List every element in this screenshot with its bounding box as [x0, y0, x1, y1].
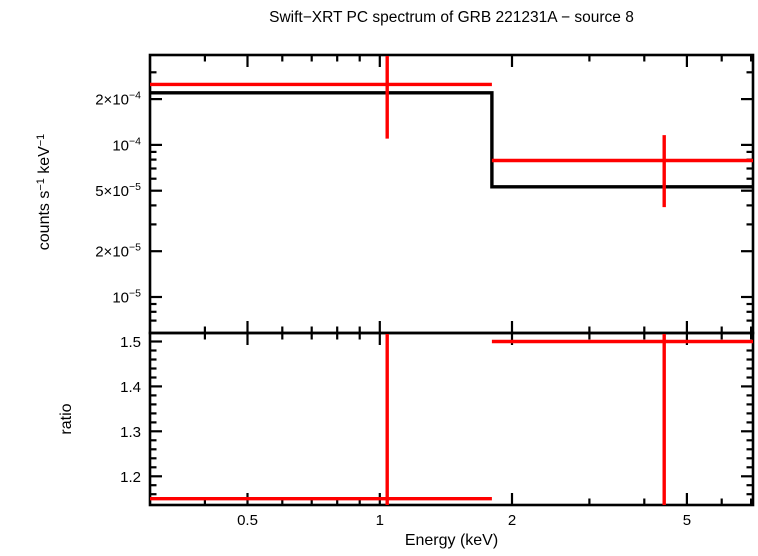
top-y-tick-label: 2×10−4	[95, 90, 141, 109]
bottom-y-tick-label: 1.4	[120, 379, 141, 396]
x-axis-label: Energy (keV)	[404, 532, 499, 549]
model-step-line	[150, 91, 753, 189]
top-y-tick-label: 10−5	[112, 288, 141, 307]
bottom-panel-y-ticks	[151, 340, 752, 496]
top-y-tick-label: 10−4	[112, 135, 141, 154]
bottom-panel-frame	[148, 331, 755, 507]
bottom-y-tick-label: 1.2	[120, 469, 141, 486]
ratio-data-points	[150, 334, 753, 505]
x-tick-label: 2	[508, 512, 516, 529]
top-y-tick-label: 5×10−5	[95, 181, 141, 200]
top-panel-y-ticks	[151, 71, 752, 322]
x-axis-ticks	[203, 56, 753, 504]
spectrum-data-points	[150, 56, 753, 208]
chart-title: Swift−XRT PC spectrum of GRB 221231A − s…	[269, 9, 634, 26]
top-y-tick-label: 2×10−5	[95, 242, 141, 261]
x-tick-label: 1	[376, 512, 384, 529]
bottom-y-tick-label: 1.5	[120, 334, 141, 351]
x-tick-label: 5	[683, 512, 691, 529]
bottom-y-tick-label: 1.3	[120, 424, 141, 441]
x-tick-label: 0.5	[237, 512, 258, 529]
